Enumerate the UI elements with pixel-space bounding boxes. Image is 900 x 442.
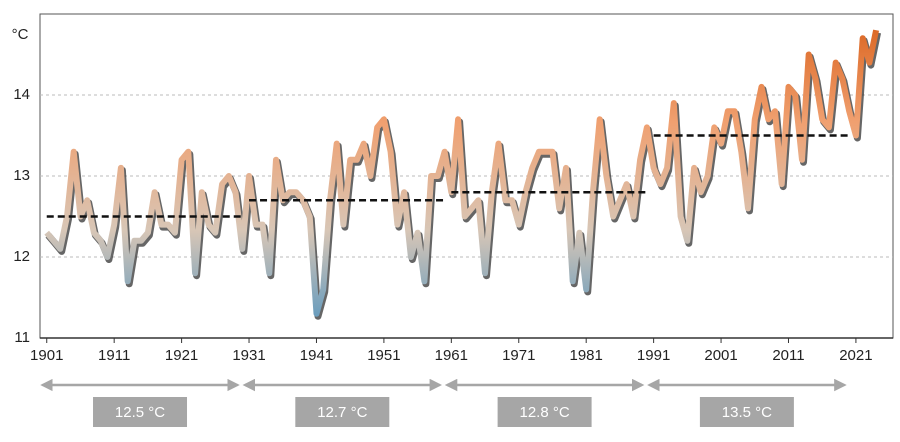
period-box [93,397,188,427]
x-tick-label: 1931 [232,347,265,364]
period-box [497,397,592,427]
x-tick-label: 1981 [570,347,603,364]
x-tick-label: 2011 [772,347,804,364]
period-box [295,397,390,427]
x-tick-label: 1911 [98,347,130,364]
x-tick-label: 1941 [300,347,333,364]
period-label: 12.5 °C [115,404,165,421]
period-label: 12.7 °C [317,404,367,421]
temperature-line [44,29,880,317]
x-tick-label: 1921 [165,347,198,364]
x-tick-label: 2001 [704,347,737,364]
period-box [699,397,794,427]
x-tick-label: 1961 [435,347,468,364]
y-tick-label: 12 [13,248,30,265]
period-label: 12.8 °C [520,404,570,421]
y-tick-label: 11 [14,329,30,346]
x-tick-label: 1991 [637,347,670,364]
x-tick-label: 1951 [367,347,400,364]
y-axis-label: °C [12,26,29,43]
x-tick-label: 1971 [502,347,535,364]
y-tick-label: 14 [13,86,30,103]
y-tick-label: 13 [13,167,30,184]
x-tick-label: 2021 [839,347,872,364]
period-label: 13.5 °C [722,404,772,421]
x-tick-label: 1901 [30,347,63,364]
